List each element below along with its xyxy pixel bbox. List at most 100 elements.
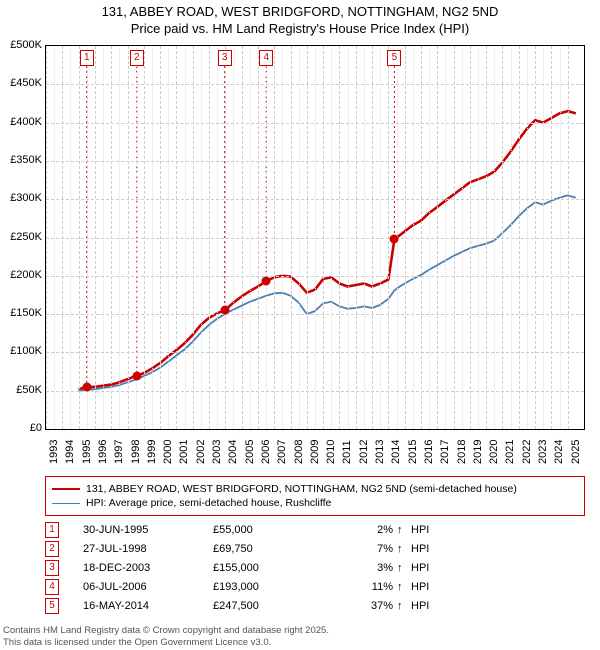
x-tick-label: 2019 [472, 440, 484, 464]
row-rel: HPI [411, 543, 451, 555]
x-tick-label: 2011 [341, 440, 353, 464]
row-marker: 1 [45, 522, 59, 538]
x-tick-label: 2012 [358, 440, 370, 464]
footer-line-2: This data is licensed under the Open Gov… [3, 637, 329, 648]
x-tick-label: 2010 [325, 440, 337, 464]
x-tick-label: 1995 [81, 440, 93, 464]
row-price: £55,000 [213, 524, 323, 536]
series-hpi [79, 195, 576, 390]
series-price_paid [79, 111, 576, 389]
chart-title: 131, ABBEY ROAD, WEST BRIDGFORD, NOTTING… [0, 0, 600, 38]
sale-point [82, 382, 91, 391]
x-tick-label: 2020 [488, 440, 500, 464]
x-tick-label: 2004 [227, 440, 239, 464]
y-tick-label: £200K [10, 269, 42, 281]
arrow-up-icon: ↑ [397, 524, 411, 536]
legend-row-price-paid: 131, ABBEY ROAD, WEST BRIDGFORD, NOTTING… [52, 483, 578, 495]
x-tick-label: 2006 [260, 440, 272, 464]
plot-area: 1 2 3 4 5 [45, 45, 585, 430]
x-tick-label: 2021 [504, 440, 516, 464]
row-marker: 4 [45, 579, 59, 595]
legend: 131, ABBEY ROAD, WEST BRIDGFORD, NOTTING… [45, 476, 585, 516]
legend-swatch-price-paid [52, 488, 80, 490]
x-tick-label: 2022 [521, 440, 533, 464]
x-tick-label: 2023 [537, 440, 549, 464]
row-price: £69,750 [213, 543, 323, 555]
row-marker: 2 [45, 541, 59, 557]
sales-table: 130-JUN-1995£55,0002%↑HPI227-JUL-1998£69… [45, 520, 585, 615]
sale-point [132, 371, 141, 380]
arrow-up-icon: ↑ [397, 600, 411, 612]
sale-marker: 1 [80, 50, 94, 66]
y-tick-label: £50K [16, 384, 42, 396]
x-tick-label: 1997 [113, 440, 125, 464]
x-tick-label: 2018 [456, 440, 468, 464]
row-price: £155,000 [213, 562, 323, 574]
x-tick-label: 1998 [130, 440, 142, 464]
legend-label-price-paid: 131, ABBEY ROAD, WEST BRIDGFORD, NOTTING… [86, 483, 517, 495]
y-tick-label: £150K [10, 307, 42, 319]
arrow-up-icon: ↑ [397, 562, 411, 574]
arrow-up-icon: ↑ [397, 543, 411, 555]
row-pct: 11% [323, 581, 397, 593]
x-tick-label: 1999 [146, 440, 158, 464]
row-pct: 37% [323, 600, 397, 612]
y-tick-label: £250K [10, 231, 42, 243]
sale-point [390, 235, 399, 244]
x-tick-label: 2016 [423, 440, 435, 464]
x-tick-label: 2000 [162, 440, 174, 464]
row-pct: 3% [323, 562, 397, 574]
sale-marker: 4 [259, 50, 273, 66]
table-row: 406-JUL-2006£193,00011%↑HPI [45, 577, 585, 596]
y-tick-label: £400K [10, 116, 42, 128]
row-marker: 5 [45, 598, 59, 614]
table-row: 2 27-JUL-1998£69,7507%↑HPI [45, 539, 585, 558]
row-rel: HPI [411, 524, 451, 536]
legend-swatch-hpi [52, 503, 80, 504]
table-row: 5 16-MAY-2014£247,50037%↑HPI [45, 596, 585, 615]
row-rel: HPI [411, 581, 451, 593]
arrow-up-icon: ↑ [397, 581, 411, 593]
y-tick-label: £500K [10, 39, 42, 51]
sale-marker: 3 [218, 50, 232, 66]
legend-label-hpi: HPI: Average price, semi-detached house,… [86, 497, 331, 509]
legend-row-hpi: HPI: Average price, semi-detached house,… [52, 497, 578, 509]
title-line-2: Price paid vs. HM Land Registry's House … [0, 21, 600, 38]
row-date: 30-JUN-1995 [83, 524, 213, 536]
x-tick-label: 2008 [293, 440, 305, 464]
x-tick-label: 2003 [211, 440, 223, 464]
row-marker: 3 [45, 560, 59, 576]
row-date: 27-JUL-1998 [83, 543, 213, 555]
row-rel: HPI [411, 562, 451, 574]
x-tick-label: 1994 [64, 440, 76, 464]
row-date: 18-DEC-2003 [83, 562, 213, 574]
x-tick-label: 2009 [309, 440, 321, 464]
row-date: 06-JUL-2006 [83, 581, 213, 593]
row-price: £247,500 [213, 600, 323, 612]
sale-point [220, 306, 229, 315]
footer-line-1: Contains HM Land Registry data © Crown c… [3, 625, 329, 636]
table-row: 1 30-JUN-1995£55,0002%↑HPI [45, 520, 585, 539]
x-tick-label: 2014 [390, 440, 402, 464]
y-tick-label: £300K [10, 192, 42, 204]
chart-container: 131, ABBEY ROAD, WEST BRIDGFORD, NOTTING… [0, 0, 600, 650]
footer: Contains HM Land Registry data © Crown c… [3, 625, 329, 648]
x-tick-label: 2015 [407, 440, 419, 464]
y-tick-label: £450K [10, 77, 42, 89]
x-tick-label: 2007 [276, 440, 288, 464]
row-pct: 7% [323, 543, 397, 555]
x-tick-label: 2025 [570, 440, 582, 464]
table-row: 3 18-DEC-2003£155,0003%↑HPI [45, 558, 585, 577]
sale-marker: 5 [387, 50, 401, 66]
x-tick-label: 2005 [244, 440, 256, 464]
row-date: 16-MAY-2014 [83, 600, 213, 612]
x-tick-label: 1996 [97, 440, 109, 464]
x-tick-label: 2017 [439, 440, 451, 464]
x-tick-label: 2001 [178, 440, 190, 464]
x-tick-label: 2002 [195, 440, 207, 464]
x-tick-label: 1993 [48, 440, 60, 464]
x-tick-label: 2024 [553, 440, 565, 464]
sale-marker: 2 [130, 50, 144, 66]
row-rel: HPI [411, 600, 451, 612]
row-pct: 2% [323, 524, 397, 536]
